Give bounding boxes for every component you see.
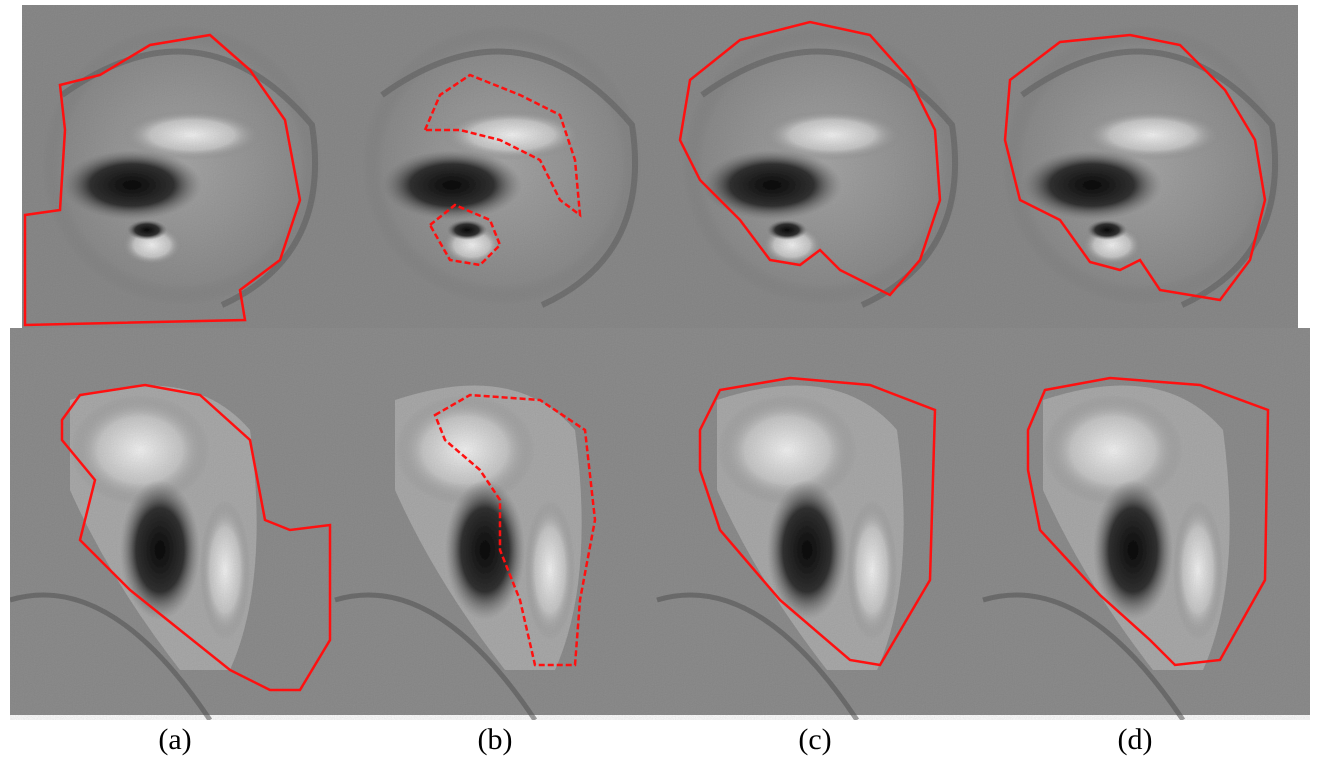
panel-label: (c) [798,723,831,756]
bottom-row [10,328,1310,720]
contours [23,20,1270,692]
contour-b-bottom [433,393,597,667]
panel-label: (d) [1118,723,1153,756]
contour-c-top [678,20,942,297]
contour-a-top [23,33,302,327]
contour-d-bottom [1026,376,1270,667]
panel-label: (a) [158,723,191,756]
contour-c-bottom [698,376,937,667]
contour-a-bottom [60,383,332,692]
top-row [22,5,1298,328]
contour-b-top [423,73,582,267]
contour-d-top [1003,33,1267,302]
panel-labels: (a) (b) (c) (d) [158,723,1152,756]
panel-label: (b) [478,723,513,756]
